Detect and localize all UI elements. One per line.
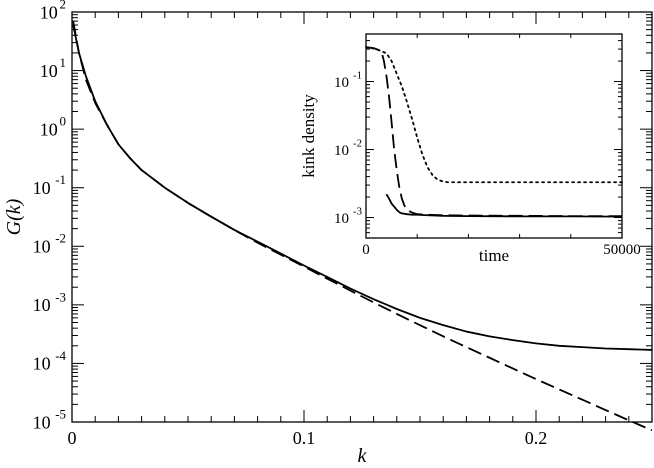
y-tick-exponent: -2: [353, 138, 362, 150]
main-plot-frame: [71, 11, 653, 423]
x-tick-label: 0: [68, 428, 77, 448]
y-tick-exponent: -3: [55, 289, 66, 304]
y-tick-mantissa: 10: [334, 143, 349, 159]
y-tick-mantissa: 10: [33, 178, 51, 198]
y-tick-exponent: -3: [353, 206, 362, 218]
main-series: [72, 20, 653, 432]
y-tick-mantissa: 10: [334, 211, 349, 227]
series-line-dotted: [365, 46, 623, 184]
y-tick-mantissa: 10: [33, 295, 51, 315]
series-line-dashed: [365, 46, 622, 217]
y-tick-exponent: -1: [353, 70, 362, 82]
y-tick-label: -5 10: [33, 406, 66, 432]
x-tick-label: 0: [362, 242, 370, 258]
y-tick-label: -1 10: [33, 172, 66, 198]
inset-chart: 0 50000 -1 10 -2 10 -3 10 time kink density: [299, 33, 641, 265]
x-tick-label: 50000: [603, 242, 641, 258]
y-tick-mantissa: 10: [334, 75, 349, 91]
y-tick-mantissa: 10: [33, 237, 51, 257]
inset-plot-background: [366, 34, 622, 238]
x-tick-label: 0.2: [525, 428, 548, 448]
inset-x-axis-label: time: [479, 246, 509, 265]
series-line-dashed: [72, 20, 653, 432]
y-tick-label: -1 10: [334, 70, 362, 91]
y-tick-mantissa: 10: [33, 412, 51, 432]
y-tick-exponent: 0: [60, 114, 66, 129]
y-tick-mantissa: 10: [40, 2, 58, 22]
inset-y-axis-label: kink density: [299, 94, 318, 178]
main-x-axis-label: k: [358, 445, 368, 467]
y-tick-label: -2 10: [33, 231, 66, 257]
y-tick-label: 210: [40, 0, 66, 22]
main-y-axis-label: G(k): [3, 198, 25, 235]
y-tick-mantissa: 10: [33, 354, 51, 374]
y-tick-label: -3 10: [334, 206, 362, 227]
inset-plot-frame: [365, 33, 623, 239]
y-tick-exponent: -5: [55, 406, 66, 421]
y-tick-label: 110: [40, 55, 66, 81]
y-tick-exponent: 2: [60, 0, 66, 11]
y-tick-exponent: -4: [55, 348, 66, 363]
y-tick-exponent: -1: [55, 172, 66, 187]
y-tick-exponent: -2: [55, 231, 66, 246]
y-tick-label: -2 10: [334, 138, 362, 159]
y-tick-label: 010: [40, 114, 66, 140]
y-tick-mantissa: 10: [40, 61, 58, 81]
y-tick-label: -3 10: [33, 289, 66, 315]
y-tick-mantissa: 10: [40, 119, 58, 139]
y-tick-label: -4 10: [33, 348, 67, 374]
y-tick-exponent: 1: [60, 55, 66, 70]
inset-ticks: 0 50000 -1 10 -2 10 -3 10: [334, 34, 641, 258]
inset-series: [365, 46, 623, 218]
x-tick-label: 0.1: [293, 428, 316, 448]
